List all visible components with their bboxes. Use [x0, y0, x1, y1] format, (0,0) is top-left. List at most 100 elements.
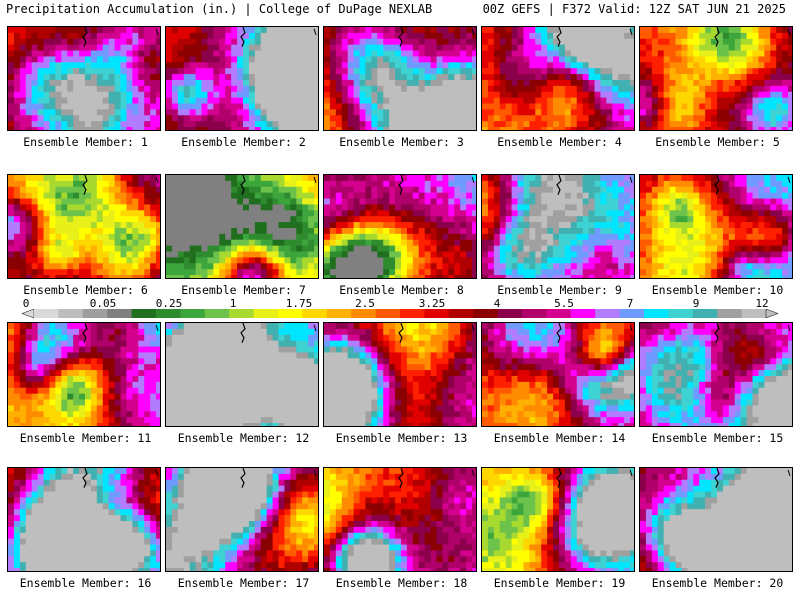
ensemble-member-label: Ensemble Member: 15	[651, 431, 784, 445]
precip-field	[640, 468, 792, 571]
precip-field	[482, 323, 634, 426]
coastline	[787, 469, 791, 477]
ensemble-member-map	[323, 174, 477, 279]
ensemble-member-label: Ensemble Member: 12	[177, 431, 310, 445]
color-scale-segment	[619, 309, 645, 318]
coastline	[629, 469, 633, 477]
ensemble-member-map	[165, 322, 319, 427]
color-scale-segment	[692, 309, 718, 318]
color-scale-legend: 0 0.05 0.25 1 1.75 2.5 3.25 4 5.5 7 9 12	[10, 297, 790, 319]
precip-field	[640, 175, 792, 278]
coastline	[398, 323, 404, 343]
color-scale-tick-label: 7	[626, 297, 634, 310]
color-scale-segment	[326, 309, 352, 318]
color-scale-segment	[34, 309, 59, 318]
coastline	[787, 324, 791, 332]
color-scale-segment	[253, 309, 279, 318]
ensemble-member-map	[7, 467, 161, 572]
coastline	[155, 176, 159, 184]
ensemble-member-map	[639, 26, 793, 131]
coastline	[313, 324, 317, 332]
color-scale-tick-label: 5.5	[554, 297, 574, 310]
ensemble-member-label: Ensemble Member: 4	[497, 135, 622, 149]
coastline	[556, 27, 562, 47]
color-scale-arrow-right	[765, 309, 778, 318]
coastline	[556, 175, 562, 195]
color-scale-segment	[351, 309, 377, 318]
precip-field	[640, 323, 792, 426]
color-scale-tick-label: 12	[755, 297, 769, 310]
coastline	[556, 468, 562, 488]
coastline	[629, 324, 633, 332]
ensemble-member-label: Ensemble Member: 10	[651, 283, 784, 297]
color-scale-tick-label: 1.75	[285, 297, 313, 310]
color-scale-segment	[131, 309, 157, 318]
coastline	[714, 175, 720, 195]
color-scale-segment	[302, 309, 328, 318]
color-scale-segment	[278, 309, 303, 318]
color-scale-segment	[570, 309, 596, 318]
color-scale-segment	[58, 309, 84, 318]
ensemble-member-label: Ensemble Member: 13	[335, 431, 468, 445]
ensemble-member-map	[481, 467, 635, 572]
ensemble-member-map	[7, 26, 161, 131]
coastline	[82, 468, 88, 488]
coastline	[629, 176, 633, 184]
color-scale-segment	[522, 309, 547, 318]
precip-field	[8, 323, 160, 426]
coastline	[471, 324, 475, 332]
color-scale-segment	[741, 309, 767, 318]
coastline	[787, 28, 791, 36]
precip-field	[324, 323, 476, 426]
precip-field	[640, 27, 792, 130]
coastline	[313, 469, 317, 477]
precip-field	[8, 175, 160, 278]
ensemble-member-map	[165, 26, 319, 131]
color-scale-segment	[717, 309, 743, 318]
coastline	[313, 176, 317, 184]
ensemble-member-label: Ensemble Member: 6	[23, 283, 148, 297]
coastline	[471, 28, 475, 36]
color-scale-tick-label: 2.5	[355, 297, 375, 310]
coastline	[240, 323, 246, 343]
color-scale-tick-label: 0	[22, 297, 30, 310]
coastline	[398, 175, 404, 195]
precip-field	[8, 27, 160, 130]
precip-field	[324, 175, 476, 278]
ensemble-member-map	[639, 467, 793, 572]
ensemble-member-label: Ensemble Member: 3	[339, 135, 464, 149]
coastline	[155, 324, 159, 332]
coastline	[240, 175, 246, 195]
ensemble-member-label: Ensemble Member: 9	[497, 283, 622, 297]
precip-field	[324, 27, 476, 130]
ensemble-member-label: Ensemble Member: 18	[335, 576, 468, 590]
coastline	[471, 176, 475, 184]
coastline	[714, 323, 720, 343]
color-scale-segment	[375, 309, 401, 318]
color-scale-segment	[424, 309, 450, 318]
map-title: Precipitation Accumulation (in.) | Colle…	[6, 2, 433, 16]
ensemble-member-label: Ensemble Member: 16	[19, 576, 152, 590]
precip-field	[166, 27, 318, 130]
coastline	[313, 28, 317, 36]
ensemble-member-label: Ensemble Member: 17	[177, 576, 310, 590]
ensemble-member-label: Ensemble Member: 19	[493, 576, 626, 590]
color-scale-segment	[473, 309, 499, 318]
color-scale-segment	[644, 309, 669, 318]
color-scale-segment	[448, 309, 474, 318]
coastline	[398, 468, 404, 488]
precip-field	[8, 468, 160, 571]
ensemble-member-label: Ensemble Member: 2	[181, 135, 306, 149]
ensemble-member-map	[323, 467, 477, 572]
coastline	[398, 27, 404, 47]
ensemble-member-label: Ensemble Member: 20	[651, 576, 784, 590]
precip-field	[324, 468, 476, 571]
color-scale-segment	[497, 309, 523, 318]
color-scale-segment	[156, 309, 181, 318]
precip-field	[482, 468, 634, 571]
color-scale-segment	[180, 309, 206, 318]
ensemble-member-map	[7, 174, 161, 279]
color-scale-segment	[546, 309, 572, 318]
ensemble-member-label: Ensemble Member: 5	[655, 135, 780, 149]
precip-field	[166, 175, 318, 278]
